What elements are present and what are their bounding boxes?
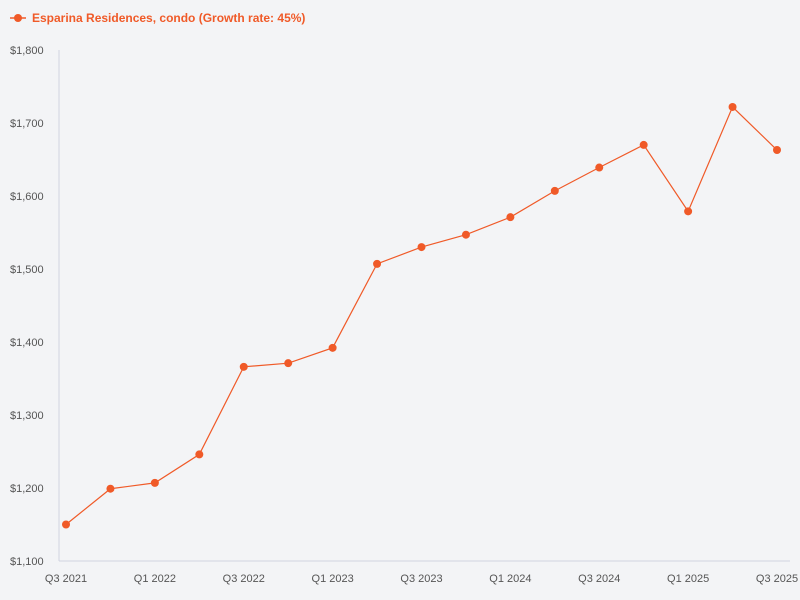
data-point: [328, 343, 337, 352]
data-point: [773, 146, 781, 155]
data-point: [62, 520, 70, 529]
data-point: [373, 259, 382, 268]
x-tick-label: Q1 2023: [312, 573, 354, 585]
y-tick-label: $1,600: [10, 191, 44, 203]
y-tick-label: $1,100: [10, 556, 44, 568]
data-point: [461, 230, 470, 239]
x-tick-label: Q3 2023: [400, 573, 442, 585]
y-tick-label: $1,500: [10, 264, 44, 276]
x-tick-label: Q1 2022: [134, 573, 176, 585]
series-line: [65, 105, 778, 525]
data-point: [239, 362, 248, 371]
y-tick-label: $1,200: [10, 483, 44, 495]
x-tick-label: Q3 2025: [756, 573, 798, 585]
data-point: [195, 450, 204, 459]
legend[interactable]: Esparina Residences, condo (Growth rate:…: [10, 8, 305, 28]
data-point: [550, 186, 559, 195]
data-point: [506, 213, 515, 222]
x-tick-label: Q1 2025: [667, 573, 709, 585]
x-tick-label: Q3 2022: [223, 573, 265, 585]
data-point: [684, 207, 693, 216]
data-point: [417, 243, 426, 252]
data-point: [106, 484, 115, 493]
y-tick-label: $1,400: [10, 337, 44, 349]
x-tick-label: Q1 2024: [489, 573, 531, 585]
data-point: [595, 163, 604, 172]
legend-label: Esparina Residences, condo (Growth rate:…: [32, 11, 306, 25]
legend-marker-icon: [10, 14, 26, 22]
y-tick-label: $1,800: [10, 45, 44, 57]
data-point: [639, 140, 648, 149]
data-point: [284, 359, 293, 368]
data-point: [728, 102, 737, 111]
y-tick-label: $1,700: [10, 118, 44, 130]
x-tick-label: Q3 2024: [578, 573, 620, 585]
data-point: [150, 478, 159, 487]
y-tick-label: $1,300: [10, 410, 44, 422]
x-tick-label: Q3 2021: [45, 573, 87, 585]
